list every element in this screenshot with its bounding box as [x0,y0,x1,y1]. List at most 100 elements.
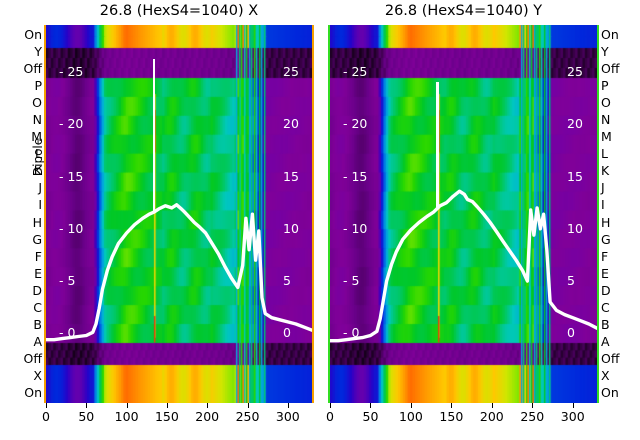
panel-title-x: 26.8 (HexS4=1040) X [99,3,259,19]
y-category-label: C [601,300,610,315]
x-axis-tick [207,403,209,408]
y-category-label: I [38,197,42,213]
heatmap-image [330,25,597,403]
y-category-label: G [32,231,42,247]
intensity-trace [330,189,597,343]
y-category-label: J [601,180,605,196]
x-axis-tick [86,403,88,408]
panel-y-right-spine [597,25,599,403]
y-category-label: P [601,77,609,93]
y-category-label: I [601,197,605,213]
x-tick-label: 300 [275,409,300,424]
x-tick-label: 250 [520,409,545,424]
x-tick-label: 150 [439,409,464,424]
y-category-label: F [34,248,42,264]
x-axis-tick [572,403,574,408]
y-tick-label-inner-right: 20 [283,116,299,132]
y-tick-label-inner-right: 5 [567,273,575,289]
y-tick-label-inner-left: - 10 [59,220,84,236]
y-tick-label-inner-right: 5 [283,273,291,289]
y-category-label: L [601,146,608,162]
y-category-label: E [34,265,42,281]
y-tick-label-inner-right: 20 [567,116,583,132]
x-tick-label: 150 [154,409,179,424]
heatmap-panel-x[interactable]: - 0 0 - 5 5 - 10 10 - 15 15 - 20 20 - 25 25 [46,25,312,403]
y-tick-label-inner-right: 0 [283,325,291,341]
y-category-label: Off [23,60,42,76]
y-category-label: D [32,282,42,298]
y-category-label: Off [601,60,620,76]
y-tick-label-inner-right: 15 [567,168,583,184]
y-category-label: E [601,265,609,281]
white-spike [436,82,439,208]
y-category-label: K [601,163,610,179]
x-axis-tick [451,403,453,408]
y-category-label: C [33,300,42,315]
panel-title-y: 26.8 (HexS4=1040) Y [384,3,543,19]
white-spike [152,59,156,214]
y-tick-label-inner-left: - 5 [343,273,360,289]
y-category-labels-left: On Y Off P O N M L K J I H G F E D C B A Off X On [0,0,42,440]
y-tick-label-inner-left: - 25 [343,63,368,79]
y-tick-label-inner-right: 25 [283,63,299,79]
y-tick-label-inner-right: 25 [567,63,583,79]
x-tick-label: 200 [479,409,504,424]
y-category-label: O [32,94,42,110]
x-tick-label: 200 [195,409,220,424]
x-tick-label: 50 [362,409,379,424]
x-axis-tick [247,403,249,408]
y-category-label: X [601,368,610,384]
y-tick-label-inner-right: 10 [283,220,299,236]
y-tick-label-inner-left: - 5 [59,273,76,289]
y-tick-label-inner-left: - 0 [59,325,76,341]
y-category-label: O [601,94,611,110]
x-axis-tick [330,403,331,408]
x-tick-label: 300 [560,409,585,424]
y-category-label: G [601,231,611,247]
x-axis-tick [410,403,412,408]
y-tick-label-inner-left: - 15 [59,168,84,184]
y-tick-label-inner-right: 10 [567,220,583,236]
panel-x-left-spine [44,25,46,403]
y-category-label: Off [601,351,620,367]
panel-x-right-spine [312,25,314,403]
x-tick-label: 0 [42,409,50,424]
intensity-trace [46,203,312,342]
y-category-label: Y [34,43,42,59]
y-category-labels-right: On Y Off P O N M L K J I H G F E D C B A Off X On [601,0,640,440]
x-axis-tick [46,403,47,408]
x-axis-tick [126,403,128,408]
y-tick-label-inner-right: 0 [567,325,575,341]
y-category-label: On [601,26,619,42]
y-tick-label-inner-left: - 20 [343,116,368,132]
x-axis-tick [491,403,493,408]
y-category-label: On [24,26,42,42]
x-axis-tick [287,403,289,408]
x-axis-panel-x: 0 50 100 150 200 250 300 [42,403,312,433]
y-category-label: X [33,368,42,384]
y-category-label: Y [601,43,609,59]
heatmap-image [46,25,312,403]
x-tick-label: 100 [398,409,423,424]
y-category-label: K [33,163,42,179]
y-category-label: A [33,334,42,350]
y-tick-label-inner-left: - 10 [343,220,368,236]
y-category-label: N [601,112,611,127]
y-category-label: P [34,77,42,93]
x-tick-label: 250 [235,409,260,424]
y-tick-label-inner-left: - 25 [59,63,84,79]
y-category-label: M [601,129,612,145]
heatmap-panel-y[interactable]: - 0 0 - 5 5 - 10 10 - 15 15 - 20 20 - 25 25 [330,25,597,403]
y-tick-label-inner-left: - 20 [59,116,84,132]
y-category-label: N [32,112,42,127]
x-axis-panel-y: 0 50 100 150 200 250 300 [326,403,597,433]
y-tick-label-inner-left: - 15 [343,168,368,184]
x-tick-label: 50 [78,409,95,424]
y-category-label: L [35,146,42,162]
y-category-label: H [601,214,611,230]
x-tick-label: 100 [114,409,139,424]
y-category-label: A [601,334,610,350]
y-category-label: B [33,317,42,333]
y-category-label: On [601,385,619,401]
y-category-label: J [38,180,42,196]
